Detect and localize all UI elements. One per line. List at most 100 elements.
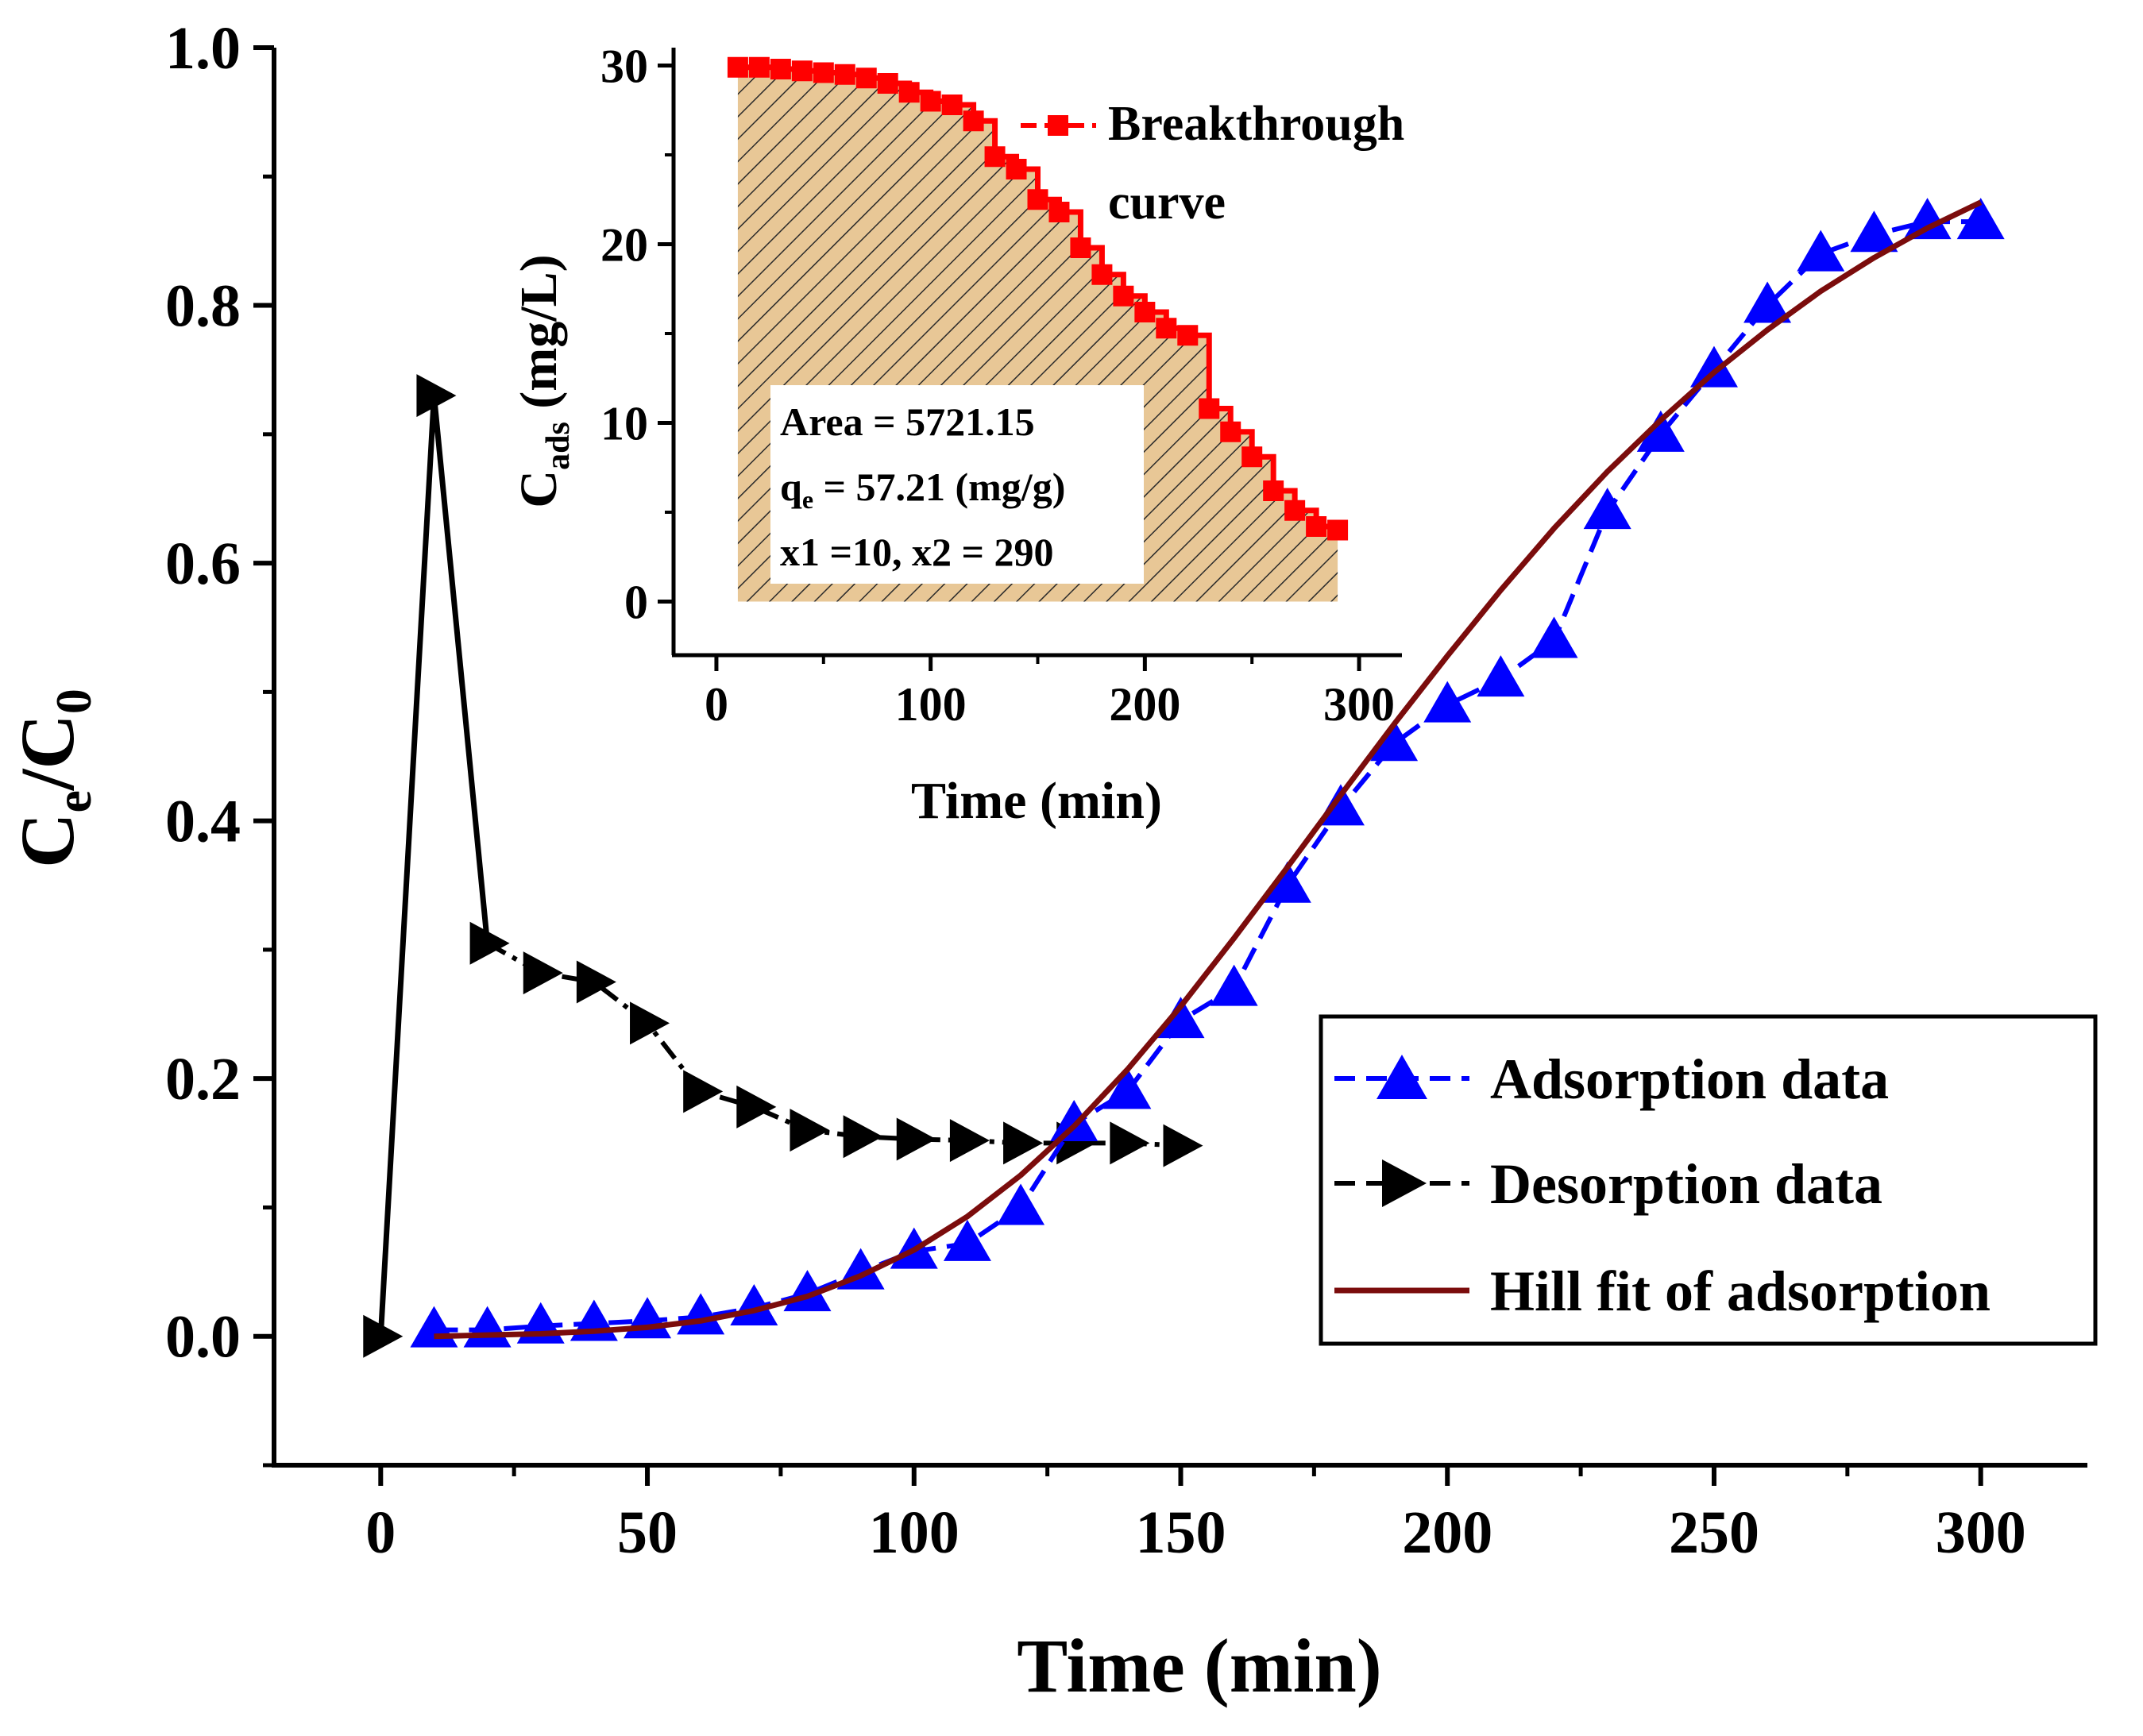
desorption-point bbox=[790, 1109, 830, 1152]
annotation-q: q bbox=[780, 465, 802, 509]
adsorption-point bbox=[1850, 210, 1898, 253]
inset-x-axis-title: Time (min) bbox=[911, 772, 1162, 830]
breakthrough-point bbox=[1306, 516, 1327, 537]
breakthrough-point bbox=[1027, 189, 1048, 210]
ylabel-slash-c: /C bbox=[5, 714, 90, 791]
main-y-axis-title: Ce/C0 bbox=[5, 689, 102, 868]
adsorption-point bbox=[1156, 997, 1205, 1039]
legend-desorption-marker bbox=[1382, 1159, 1427, 1207]
breakthrough-point bbox=[877, 73, 898, 94]
breakthrough-point bbox=[813, 62, 834, 83]
adsorption-point bbox=[1103, 1067, 1152, 1109]
main-y-tick-label: 0.4 bbox=[165, 789, 241, 855]
inset-legend-label-line2: curve bbox=[1108, 176, 1226, 230]
inset-y-tick-label: 10 bbox=[600, 398, 648, 450]
inset-y-tick-label: 0 bbox=[624, 577, 648, 629]
main-y-tick-label: 0.8 bbox=[165, 273, 241, 340]
hill-fit-line bbox=[434, 199, 1983, 1340]
desorption-point bbox=[469, 921, 510, 965]
main-legend: Adsorption data Desorption data Hill fit… bbox=[1319, 1014, 2098, 1346]
desorption-point bbox=[683, 1070, 724, 1113]
breakthrough-point bbox=[1327, 519, 1349, 541]
desorption-point bbox=[363, 1314, 404, 1358]
adsorption-point bbox=[997, 1183, 1045, 1225]
ylabel-sub-e: e bbox=[45, 790, 102, 812]
inset-y-tick-label: 30 bbox=[600, 41, 648, 93]
inset-legend-label-line1: Breakthrough bbox=[1108, 97, 1404, 151]
breakthrough-point bbox=[1263, 480, 1284, 501]
breakthrough-point bbox=[941, 95, 963, 115]
adsorption-point bbox=[1797, 230, 1845, 272]
breakthrough-point bbox=[898, 82, 920, 103]
adsorption-point bbox=[1530, 616, 1578, 658]
inset-ylabel-unit: (mg/L) bbox=[510, 254, 568, 422]
legend-desorption-label: Desorption data bbox=[1490, 1152, 1882, 1216]
inset-legend: Breakthrough curve bbox=[1021, 97, 1404, 230]
adsorption-point bbox=[1689, 345, 1738, 388]
main-x-tick-label: 300 bbox=[1936, 1499, 2026, 1566]
annotation-box bbox=[770, 385, 1144, 584]
inset-ylabel-c: C bbox=[510, 470, 568, 508]
desorption-series bbox=[363, 374, 1203, 1358]
annotation-area: Area = 5721.15 bbox=[780, 399, 1035, 444]
desorption-point bbox=[576, 960, 616, 1004]
breakthrough-point bbox=[1177, 325, 1199, 346]
inset-annotation: Area = 5721.15 qe = 57.21 (mg/g) x1 =10,… bbox=[770, 385, 1144, 584]
desorption-point bbox=[896, 1117, 936, 1161]
main-x-tick-label: 250 bbox=[1669, 1499, 1759, 1566]
breakthrough-point bbox=[1284, 500, 1306, 521]
breakthrough-point bbox=[727, 56, 748, 78]
ylabel-c: C bbox=[5, 813, 90, 868]
inset-chart: 0 100 200 300 0 10 20 30 Area = 5721.15 qe = 5… bbox=[510, 41, 1404, 831]
desorption-point bbox=[523, 951, 563, 995]
adsorption-point bbox=[1956, 198, 2005, 240]
desorption-point bbox=[630, 1001, 670, 1045]
legend-hill-fit-label: Hill fit of adsorption bbox=[1490, 1260, 1990, 1323]
breakthrough-point bbox=[1113, 285, 1134, 307]
adsorption-point bbox=[1903, 198, 1952, 240]
breakthrough-point bbox=[1091, 264, 1113, 285]
ylabel-sub-0: 0 bbox=[45, 689, 102, 714]
annotation-x-range: x1 =10, x2 = 290 bbox=[780, 530, 1053, 574]
inset-x-tick-label: 300 bbox=[1323, 678, 1395, 731]
main-y-tick-label: 0.6 bbox=[165, 530, 241, 597]
inset-y-axis-title: Cads (mg/L) bbox=[510, 254, 577, 507]
breakthrough-point bbox=[1156, 318, 1177, 339]
main-x-axis-title: Time (min) bbox=[1017, 1623, 1382, 1708]
main-y-tick-label: 0.0 bbox=[165, 1304, 241, 1371]
breakthrough-point bbox=[770, 59, 791, 79]
adsorption-point bbox=[1636, 410, 1685, 452]
breakthrough-point bbox=[1241, 446, 1263, 468]
breakthrough-point bbox=[1220, 421, 1241, 442]
adsorption-point bbox=[1050, 1099, 1099, 1141]
breakthrough-point bbox=[834, 64, 855, 85]
desorption-point bbox=[1110, 1121, 1150, 1165]
desorption-point bbox=[1163, 1124, 1203, 1167]
breakthrough-point bbox=[1199, 398, 1220, 419]
breakthrough-point bbox=[984, 146, 1006, 168]
adsorption-point bbox=[1210, 964, 1258, 1006]
inset-x-tick-label: 100 bbox=[895, 678, 967, 731]
breakthrough-point bbox=[963, 110, 984, 132]
breakthrough-point bbox=[1006, 159, 1027, 179]
legend-adsorption-marker bbox=[1377, 1055, 1427, 1099]
adsorption-point bbox=[1370, 719, 1419, 762]
desorption-point bbox=[416, 374, 457, 418]
breakthrough-point bbox=[855, 68, 877, 89]
desorption-point bbox=[843, 1115, 883, 1159]
breakthrough-point bbox=[1048, 202, 1070, 222]
adsorption-point bbox=[1263, 861, 1311, 903]
main-chart: 0 50 100 150 200 250 300 0.00.20.40.60.81.0 Ti… bbox=[5, 15, 2098, 1708]
breakthrough-series bbox=[727, 56, 1349, 541]
adsorption-point bbox=[1583, 488, 1631, 530]
main-y-tick-label: 1.0 bbox=[165, 15, 241, 82]
adsorption-point bbox=[410, 1306, 458, 1348]
desorption-line-solid bbox=[377, 395, 491, 1337]
inset-y-tick-label: 20 bbox=[600, 219, 648, 272]
breakthrough-point bbox=[1134, 302, 1156, 322]
desorption-point bbox=[1003, 1121, 1044, 1165]
desorption-point bbox=[949, 1119, 990, 1163]
breakthrough-point bbox=[1070, 237, 1091, 258]
inset-ylabel-sub: ads bbox=[540, 422, 577, 470]
